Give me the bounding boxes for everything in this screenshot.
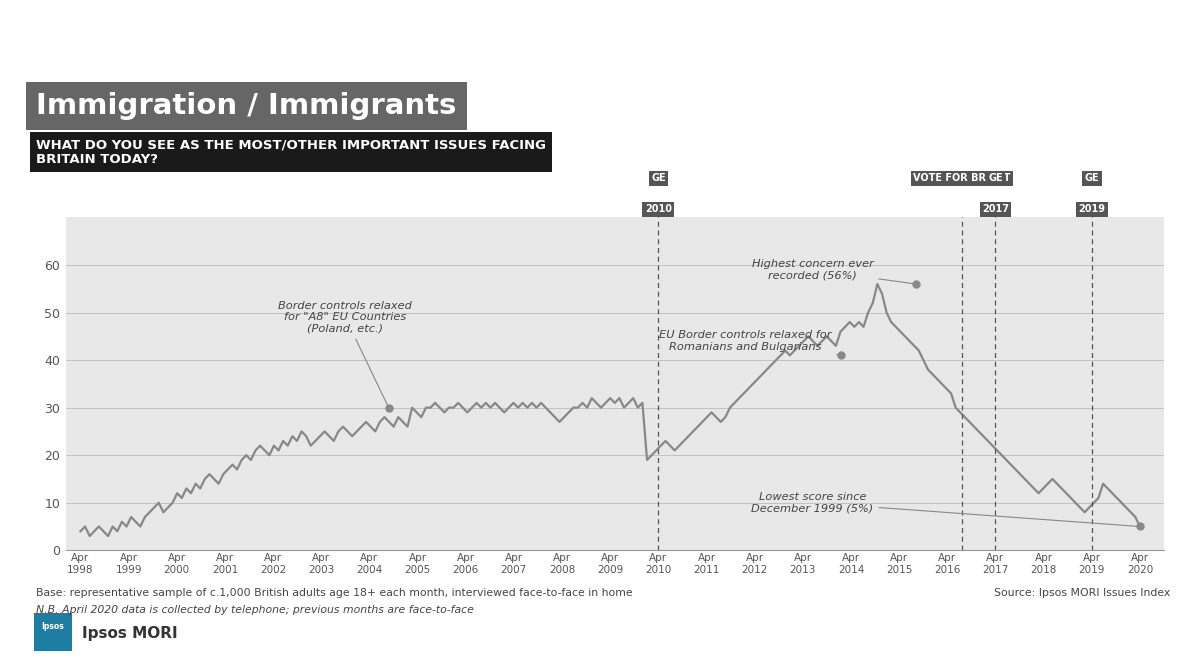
Text: GE: GE — [1085, 173, 1099, 183]
Text: 2019: 2019 — [1079, 204, 1105, 214]
Text: Immigration / Immigrants: Immigration / Immigrants — [36, 92, 456, 120]
Text: GE: GE — [652, 173, 666, 183]
Text: N.B. April 2020 data is collected by telephone; previous months are face-to-face: N.B. April 2020 data is collected by tel… — [36, 605, 474, 615]
Text: 2010: 2010 — [644, 204, 672, 214]
Text: Border controls relaxed
for "A8" EU Countries
(Poland, etc.): Border controls relaxed for "A8" EU Coun… — [278, 301, 413, 405]
Text: GE: GE — [988, 173, 1003, 183]
Text: Ipsos MORI: Ipsos MORI — [82, 627, 178, 641]
Text: EU Border controls relaxed for
Romanians and Bulgarians: EU Border controls relaxed for Romanians… — [659, 330, 839, 355]
Text: Base: representative sample of c.1,000 British adults age 18+ each month, interv: Base: representative sample of c.1,000 B… — [36, 588, 632, 598]
Text: Lowest score since
December 1999 (5%): Lowest score since December 1999 (5%) — [751, 492, 1138, 527]
Text: Ipsos: Ipsos — [42, 621, 64, 631]
Text: Highest concern ever
recorded (56%): Highest concern ever recorded (56%) — [751, 259, 913, 283]
Text: Source: Ipsos MORI Issues Index: Source: Ipsos MORI Issues Index — [994, 588, 1170, 598]
Text: VOTE FOR BREXIT: VOTE FOR BREXIT — [913, 173, 1010, 183]
Text: 2017: 2017 — [982, 204, 1009, 214]
Text: WHAT DO YOU SEE AS THE MOST/OTHER IMPORTANT ISSUES FACING
BRITAIN TODAY?: WHAT DO YOU SEE AS THE MOST/OTHER IMPORT… — [36, 138, 546, 166]
